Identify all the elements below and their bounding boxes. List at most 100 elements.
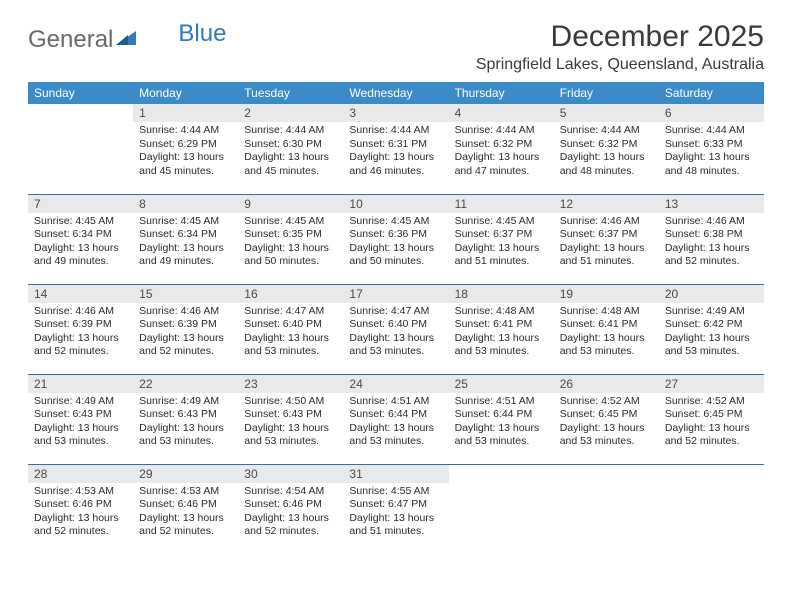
calendar-cell: 17Sunrise: 4:47 AMSunset: 6:40 PMDayligh… — [343, 284, 448, 374]
day-details: Sunrise: 4:44 AMSunset: 6:32 PMDaylight:… — [449, 122, 554, 183]
day-number: 24 — [343, 375, 448, 393]
day-number: 2 — [238, 104, 343, 122]
day-details: Sunrise: 4:51 AMSunset: 6:44 PMDaylight:… — [343, 393, 448, 454]
day-number: 30 — [238, 465, 343, 483]
calendar-cell: 27Sunrise: 4:52 AMSunset: 6:45 PMDayligh… — [659, 374, 764, 464]
day-number: 17 — [343, 285, 448, 303]
calendar-cell — [449, 464, 554, 554]
calendar-row: 1Sunrise: 4:44 AMSunset: 6:29 PMDaylight… — [28, 104, 764, 194]
day-number: 11 — [449, 195, 554, 213]
day-details: Sunrise: 4:46 AMSunset: 6:39 PMDaylight:… — [28, 303, 133, 364]
calendar-cell — [28, 104, 133, 194]
day-number: 16 — [238, 285, 343, 303]
calendar-cell: 11Sunrise: 4:45 AMSunset: 6:37 PMDayligh… — [449, 194, 554, 284]
calendar-cell: 5Sunrise: 4:44 AMSunset: 6:32 PMDaylight… — [554, 104, 659, 194]
day-details: Sunrise: 4:44 AMSunset: 6:30 PMDaylight:… — [238, 122, 343, 183]
calendar-cell: 30Sunrise: 4:54 AMSunset: 6:46 PMDayligh… — [238, 464, 343, 554]
header: General Blue December 2025 Springfield L… — [28, 20, 764, 74]
day-number: 26 — [554, 375, 659, 393]
calendar-cell: 24Sunrise: 4:51 AMSunset: 6:44 PMDayligh… — [343, 374, 448, 464]
day-number: 25 — [449, 375, 554, 393]
day-details: Sunrise: 4:51 AMSunset: 6:44 PMDaylight:… — [449, 393, 554, 454]
day-details: Sunrise: 4:49 AMSunset: 6:42 PMDaylight:… — [659, 303, 764, 364]
day-header: Tuesday — [238, 82, 343, 104]
day-number: 15 — [133, 285, 238, 303]
day-number: 22 — [133, 375, 238, 393]
calendar-cell: 18Sunrise: 4:48 AMSunset: 6:41 PMDayligh… — [449, 284, 554, 374]
day-details: Sunrise: 4:54 AMSunset: 6:46 PMDaylight:… — [238, 483, 343, 544]
calendar-cell: 8Sunrise: 4:45 AMSunset: 6:34 PMDaylight… — [133, 194, 238, 284]
day-details: Sunrise: 4:45 AMSunset: 6:34 PMDaylight:… — [133, 213, 238, 274]
calendar-row: 21Sunrise: 4:49 AMSunset: 6:43 PMDayligh… — [28, 374, 764, 464]
day-number: 1 — [133, 104, 238, 122]
day-details: Sunrise: 4:52 AMSunset: 6:45 PMDaylight:… — [554, 393, 659, 454]
calendar-cell: 14Sunrise: 4:46 AMSunset: 6:39 PMDayligh… — [28, 284, 133, 374]
day-details: Sunrise: 4:46 AMSunset: 6:39 PMDaylight:… — [133, 303, 238, 364]
day-number: 21 — [28, 375, 133, 393]
day-number: 3 — [343, 104, 448, 122]
day-details: Sunrise: 4:55 AMSunset: 6:47 PMDaylight:… — [343, 483, 448, 544]
location-label: Springfield Lakes, Queensland, Australia — [476, 56, 764, 74]
day-number: 19 — [554, 285, 659, 303]
calendar-cell: 21Sunrise: 4:49 AMSunset: 6:43 PMDayligh… — [28, 374, 133, 464]
day-details: Sunrise: 4:44 AMSunset: 6:33 PMDaylight:… — [659, 122, 764, 183]
calendar-cell: 15Sunrise: 4:46 AMSunset: 6:39 PMDayligh… — [133, 284, 238, 374]
calendar-cell: 20Sunrise: 4:49 AMSunset: 6:42 PMDayligh… — [659, 284, 764, 374]
day-number: 20 — [659, 285, 764, 303]
day-number: 18 — [449, 285, 554, 303]
calendar-cell — [659, 464, 764, 554]
calendar-cell: 19Sunrise: 4:48 AMSunset: 6:41 PMDayligh… — [554, 284, 659, 374]
calendar-cell: 16Sunrise: 4:47 AMSunset: 6:40 PMDayligh… — [238, 284, 343, 374]
day-details: Sunrise: 4:53 AMSunset: 6:46 PMDaylight:… — [28, 483, 133, 544]
day-details: Sunrise: 4:46 AMSunset: 6:37 PMDaylight:… — [554, 213, 659, 274]
logo-text-blue: Blue — [178, 20, 226, 48]
month-title: December 2025 — [476, 20, 764, 54]
logo: General Blue — [28, 20, 226, 54]
day-details: Sunrise: 4:44 AMSunset: 6:31 PMDaylight:… — [343, 122, 448, 183]
calendar-cell: 22Sunrise: 4:49 AMSunset: 6:43 PMDayligh… — [133, 374, 238, 464]
day-header: Friday — [554, 82, 659, 104]
logo-triangle-icon — [116, 26, 138, 54]
day-number: 4 — [449, 104, 554, 122]
calendar-cell: 31Sunrise: 4:55 AMSunset: 6:47 PMDayligh… — [343, 464, 448, 554]
day-header-row: SundayMondayTuesdayWednesdayThursdayFrid… — [28, 82, 764, 104]
day-details: Sunrise: 4:50 AMSunset: 6:43 PMDaylight:… — [238, 393, 343, 454]
day-number: 9 — [238, 195, 343, 213]
calendar-cell: 13Sunrise: 4:46 AMSunset: 6:38 PMDayligh… — [659, 194, 764, 284]
day-details: Sunrise: 4:49 AMSunset: 6:43 PMDaylight:… — [28, 393, 133, 454]
day-header: Thursday — [449, 82, 554, 104]
calendar-cell: 23Sunrise: 4:50 AMSunset: 6:43 PMDayligh… — [238, 374, 343, 464]
day-details: Sunrise: 4:49 AMSunset: 6:43 PMDaylight:… — [133, 393, 238, 454]
day-details: Sunrise: 4:48 AMSunset: 6:41 PMDaylight:… — [449, 303, 554, 364]
day-details: Sunrise: 4:47 AMSunset: 6:40 PMDaylight:… — [238, 303, 343, 364]
day-details: Sunrise: 4:45 AMSunset: 6:37 PMDaylight:… — [449, 213, 554, 274]
day-details: Sunrise: 4:45 AMSunset: 6:34 PMDaylight:… — [28, 213, 133, 274]
day-number: 23 — [238, 375, 343, 393]
calendar-cell: 29Sunrise: 4:53 AMSunset: 6:46 PMDayligh… — [133, 464, 238, 554]
calendar-cell: 12Sunrise: 4:46 AMSunset: 6:37 PMDayligh… — [554, 194, 659, 284]
calendar-row: 7Sunrise: 4:45 AMSunset: 6:34 PMDaylight… — [28, 194, 764, 284]
calendar-table: SundayMondayTuesdayWednesdayThursdayFrid… — [28, 82, 764, 554]
day-details: Sunrise: 4:46 AMSunset: 6:38 PMDaylight:… — [659, 213, 764, 274]
day-details: Sunrise: 4:53 AMSunset: 6:46 PMDaylight:… — [133, 483, 238, 544]
calendar-cell: 28Sunrise: 4:53 AMSunset: 6:46 PMDayligh… — [28, 464, 133, 554]
logo-text-general: General — [28, 26, 113, 54]
day-number: 31 — [343, 465, 448, 483]
calendar-cell — [554, 464, 659, 554]
calendar-cell: 4Sunrise: 4:44 AMSunset: 6:32 PMDaylight… — [449, 104, 554, 194]
calendar-cell: 2Sunrise: 4:44 AMSunset: 6:30 PMDaylight… — [238, 104, 343, 194]
calendar-cell: 26Sunrise: 4:52 AMSunset: 6:45 PMDayligh… — [554, 374, 659, 464]
day-details: Sunrise: 4:45 AMSunset: 6:35 PMDaylight:… — [238, 213, 343, 274]
day-header: Sunday — [28, 82, 133, 104]
calendar-cell: 6Sunrise: 4:44 AMSunset: 6:33 PMDaylight… — [659, 104, 764, 194]
calendar-row: 28Sunrise: 4:53 AMSunset: 6:46 PMDayligh… — [28, 464, 764, 554]
day-number: 27 — [659, 375, 764, 393]
calendar-cell: 10Sunrise: 4:45 AMSunset: 6:36 PMDayligh… — [343, 194, 448, 284]
day-header: Saturday — [659, 82, 764, 104]
day-header: Monday — [133, 82, 238, 104]
day-details: Sunrise: 4:47 AMSunset: 6:40 PMDaylight:… — [343, 303, 448, 364]
calendar-cell: 3Sunrise: 4:44 AMSunset: 6:31 PMDaylight… — [343, 104, 448, 194]
day-number: 13 — [659, 195, 764, 213]
calendar-cell: 7Sunrise: 4:45 AMSunset: 6:34 PMDaylight… — [28, 194, 133, 284]
calendar-cell: 9Sunrise: 4:45 AMSunset: 6:35 PMDaylight… — [238, 194, 343, 284]
